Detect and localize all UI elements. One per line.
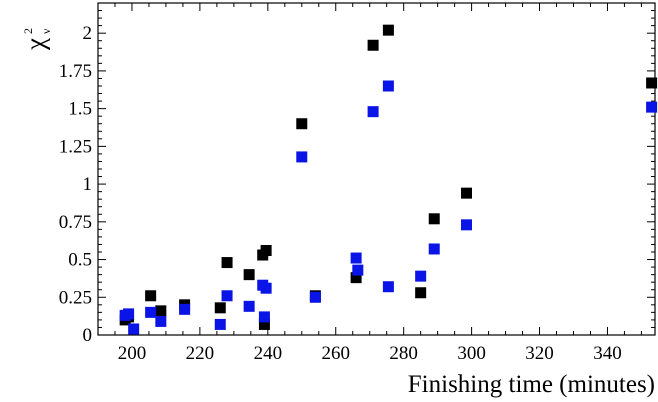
y-axis-label-base: χ bbox=[20, 38, 50, 51]
x-tick-label: 300 bbox=[457, 343, 486, 364]
data-point-series-1 bbox=[214, 302, 226, 314]
data-point-series-2 bbox=[123, 308, 135, 320]
axis-ticks bbox=[97, 2, 655, 336]
y-tick-label: 1.25 bbox=[59, 136, 92, 157]
data-point-series-1 bbox=[415, 287, 427, 299]
data-point-series-2 bbox=[309, 291, 321, 303]
data-point-series-1 bbox=[461, 187, 473, 199]
plot-frame bbox=[97, 2, 656, 336]
data-points bbox=[119, 24, 658, 335]
data-point-series-1 bbox=[258, 318, 270, 330]
data-point-series-1 bbox=[296, 118, 308, 130]
data-point-series-2 bbox=[415, 270, 427, 282]
data-point-series-1 bbox=[350, 272, 362, 284]
x-tick-label: 340 bbox=[593, 343, 622, 364]
data-point-series-2 bbox=[179, 303, 191, 315]
data-point-series-2 bbox=[145, 306, 157, 318]
data-point-series-2 bbox=[214, 318, 226, 330]
y-axis-label-superscript: 2 bbox=[21, 28, 35, 34]
data-point-series-2 bbox=[155, 315, 167, 327]
y-tick-label: 1.5 bbox=[68, 99, 92, 120]
y-tick-label: 1.75 bbox=[59, 61, 92, 82]
data-point-series-2 bbox=[243, 300, 255, 312]
x-tick-label: 260 bbox=[321, 343, 350, 364]
data-point-series-1 bbox=[646, 77, 658, 89]
y-tick-label: 0.5 bbox=[68, 250, 92, 271]
data-point-series-2 bbox=[382, 80, 394, 92]
y-axis-label: χ 2 ν bbox=[20, 28, 53, 51]
y-tick-label: 1 bbox=[83, 174, 93, 195]
x-tick-label: 240 bbox=[254, 343, 283, 364]
x-tick-label: 280 bbox=[389, 343, 418, 364]
data-point-series-2 bbox=[350, 252, 362, 264]
y-tick-label: 2 bbox=[83, 23, 93, 44]
data-point-series-2 bbox=[382, 281, 394, 293]
data-point-series-2 bbox=[428, 243, 440, 255]
x-tick-label: 320 bbox=[525, 343, 554, 364]
data-point-series-1 bbox=[428, 213, 440, 225]
y-tick-label: 0.25 bbox=[59, 287, 92, 308]
data-point-series-1 bbox=[367, 39, 379, 51]
data-point-series-1 bbox=[145, 290, 157, 302]
y-axis-label-subscript: ν bbox=[39, 28, 53, 34]
data-point-series-2 bbox=[221, 290, 233, 302]
y-tick-label: 0 bbox=[83, 325, 93, 346]
data-point-series-2 bbox=[352, 264, 364, 276]
data-point-series-2 bbox=[461, 219, 473, 231]
axis-tick-labels: 200 220 240 260 280 300 320 340 0 0.25 0.5 0.75 1 1.2… bbox=[59, 23, 622, 364]
data-point-series-1 bbox=[260, 244, 272, 256]
data-point-series-1 bbox=[382, 24, 394, 36]
data-point-series-2 bbox=[296, 151, 308, 163]
data-point-series-2 bbox=[258, 311, 270, 323]
x-axis-label: Finishing time (minutes) bbox=[408, 371, 655, 398]
data-point-series-2 bbox=[367, 106, 379, 118]
x-tick-label: 200 bbox=[118, 343, 147, 364]
data-point-series-2 bbox=[128, 323, 140, 335]
y-tick-label: 0.75 bbox=[59, 212, 92, 233]
data-point-series-2 bbox=[646, 101, 658, 113]
data-point-series-2 bbox=[260, 282, 272, 294]
data-point-series-1 bbox=[221, 257, 233, 269]
data-point-series-1 bbox=[155, 305, 167, 317]
data-point-series-1 bbox=[243, 269, 255, 281]
x-tick-label: 220 bbox=[186, 343, 215, 364]
